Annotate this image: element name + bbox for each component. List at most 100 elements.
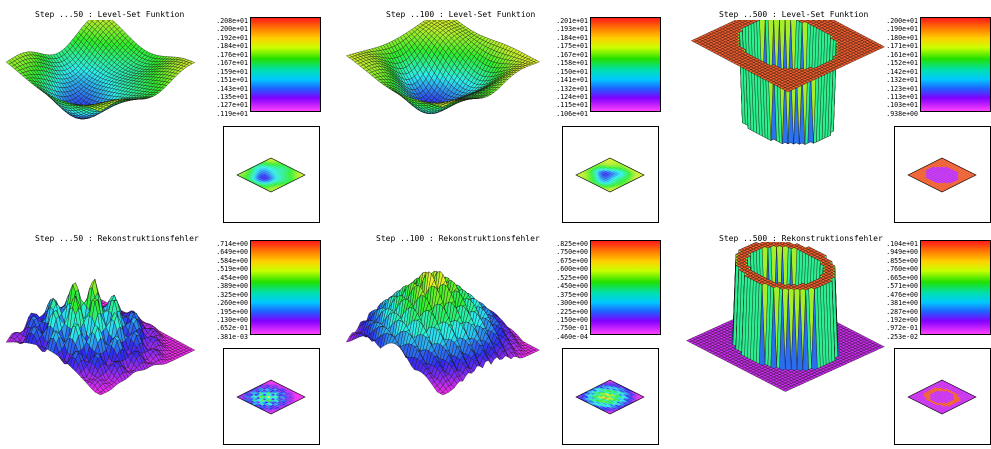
mini-map-canvas <box>563 127 658 222</box>
scale-label: .454e+00 <box>202 274 248 282</box>
mini-map-surface <box>908 380 976 414</box>
scale-label: .760e+00 <box>872 265 918 273</box>
mini-map-1 <box>223 126 320 223</box>
scale-label: .750e-01 <box>542 324 588 332</box>
colorbar-6 <box>920 240 991 335</box>
colorbar-labels-5: .825e+00.750e+00.675e+00.600e+00.525e+00… <box>542 240 588 341</box>
colorbar-labels-1: .208e+01.200e+01.192e+01.184e+01.176e+01… <box>202 17 248 118</box>
scale-label: .584e+00 <box>202 257 248 265</box>
mini-map-surface <box>237 158 305 192</box>
scale-label: .119e+01 <box>202 110 248 118</box>
mini-map-surface <box>576 380 644 414</box>
mini-map-3 <box>894 126 991 223</box>
scale-label: .949e+00 <box>872 248 918 256</box>
colorbar-4 <box>250 240 321 335</box>
scale-label: .750e+00 <box>542 248 588 256</box>
mini-map-2 <box>562 126 659 223</box>
scale-label: .201e+01 <box>542 17 588 25</box>
scale-label: .184e+01 <box>202 42 248 50</box>
scale-label: .200e+01 <box>202 25 248 33</box>
surface-mesh <box>6 279 195 395</box>
scale-label: .260e+00 <box>202 299 248 307</box>
mini-map-surface <box>237 380 305 414</box>
scale-label: .161e+01 <box>872 51 918 59</box>
panel-title-2: Step ..100 : Level-Set Funktion <box>386 10 535 19</box>
scale-label: .375e+00 <box>542 291 588 299</box>
scale-label: .176e+01 <box>202 51 248 59</box>
panel-title-3: Step ..500 : Level-Set Funktion <box>719 10 868 19</box>
scale-label: .208e+01 <box>202 17 248 25</box>
scale-label: .135e+01 <box>202 93 248 101</box>
scale-label: .132e+01 <box>872 76 918 84</box>
scale-label: .665e+00 <box>872 274 918 282</box>
surface-plot-5 <box>340 242 550 446</box>
scale-label: .195e+00 <box>202 308 248 316</box>
colorbar-labels-2: .201e+01.193e+01.184e+01.175e+01.167e+01… <box>542 17 588 118</box>
colorbar-labels-6: .104e+01.949e+00.855e+00.760e+00.665e+00… <box>872 240 918 341</box>
colorbar-1 <box>250 17 321 112</box>
scale-label: .287e+00 <box>872 308 918 316</box>
scale-label: .675e+00 <box>542 257 588 265</box>
panel-title-1: Step ...50 : Level-Set Funktion <box>35 10 184 19</box>
mini-map-canvas <box>224 349 319 444</box>
surface-plot-1 <box>0 20 205 225</box>
scale-label: .519e+00 <box>202 265 248 273</box>
scale-label: .253e-02 <box>872 333 918 341</box>
scale-label: .938e+00 <box>872 110 918 118</box>
scale-label: .476e+00 <box>872 291 918 299</box>
scale-label: .600e+00 <box>542 265 588 273</box>
scale-label: .714e+00 <box>202 240 248 248</box>
scale-label: .158e+01 <box>542 59 588 67</box>
scale-label: .171e+01 <box>872 42 918 50</box>
scale-label: .192e+00 <box>872 316 918 324</box>
scale-label: .200e+01 <box>872 17 918 25</box>
surface-mesh <box>691 20 884 144</box>
mini-map-canvas <box>563 349 658 444</box>
scale-label: .124e+01 <box>542 93 588 101</box>
scale-label: .193e+01 <box>542 25 588 33</box>
scale-label: .180e+01 <box>872 34 918 42</box>
scale-label: .159e+01 <box>202 68 248 76</box>
mini-map-canvas <box>224 127 319 222</box>
mini-map-canvas <box>895 127 990 222</box>
surface-mesh <box>346 271 539 395</box>
colorbar-labels-4: .714e+00.649e+00.584e+00.519e+00.454e+00… <box>202 240 248 341</box>
scale-label: .113e+01 <box>872 93 918 101</box>
mini-map-5 <box>562 348 659 445</box>
surface-plot-3 <box>685 20 895 225</box>
scale-label: .225e+00 <box>542 308 588 316</box>
scale-label: .132e+01 <box>542 85 588 93</box>
scale-label: .855e+00 <box>872 257 918 265</box>
scale-label: .450e+00 <box>542 282 588 290</box>
scale-label: .325e+00 <box>202 291 248 299</box>
colorbar-5 <box>590 240 661 335</box>
surface-mesh <box>346 20 539 114</box>
scale-label: .525e+00 <box>542 274 588 282</box>
scale-label: .152e+01 <box>872 59 918 67</box>
scale-label: .130e+00 <box>202 316 248 324</box>
mini-map-surface <box>908 158 976 192</box>
scale-label: .381e+00 <box>872 299 918 307</box>
scale-label: .104e+01 <box>872 240 918 248</box>
scale-label: .103e+01 <box>872 101 918 109</box>
colorbar-2 <box>590 17 661 112</box>
scale-label: .175e+01 <box>542 42 588 50</box>
surface-mesh <box>6 20 195 119</box>
scale-label: .115e+01 <box>542 101 588 109</box>
mini-map-4 <box>223 348 320 445</box>
scale-label: .192e+01 <box>202 34 248 42</box>
scale-label: .652e-01 <box>202 324 248 332</box>
scale-label: .649e+00 <box>202 248 248 256</box>
scale-label: .150e+01 <box>542 68 588 76</box>
scale-label: .571e+00 <box>872 282 918 290</box>
scale-label: .106e+01 <box>542 110 588 118</box>
scale-label: .167e+01 <box>202 59 248 67</box>
scale-label: .381e-03 <box>202 333 248 341</box>
surface-mesh <box>687 242 885 392</box>
scale-label: .142e+01 <box>872 68 918 76</box>
scale-label: .167e+01 <box>542 51 588 59</box>
scale-label: .150e+00 <box>542 316 588 324</box>
mini-map-6 <box>894 348 991 445</box>
scale-label: .123e+01 <box>872 85 918 93</box>
